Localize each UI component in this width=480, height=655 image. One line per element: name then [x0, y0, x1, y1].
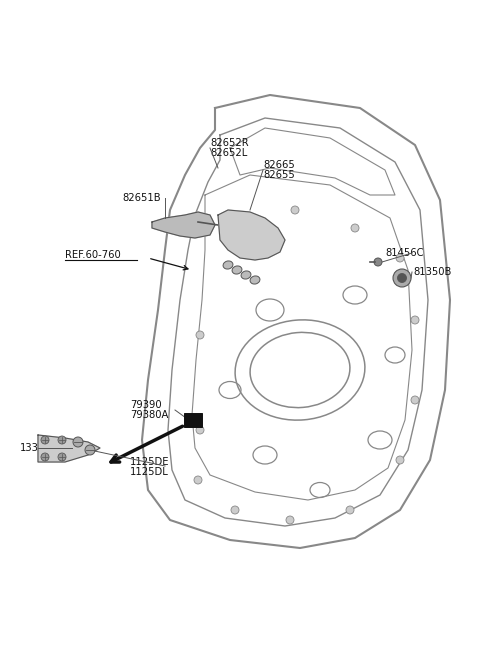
Circle shape	[196, 331, 204, 339]
Text: 81456C: 81456C	[385, 248, 423, 258]
Ellipse shape	[241, 271, 251, 279]
Circle shape	[393, 269, 411, 287]
Circle shape	[346, 506, 354, 514]
Text: 82655: 82655	[263, 170, 295, 180]
Circle shape	[41, 453, 49, 461]
Circle shape	[396, 456, 404, 464]
Polygon shape	[38, 435, 100, 462]
Ellipse shape	[232, 266, 242, 274]
Text: 1339CC: 1339CC	[20, 443, 59, 453]
Text: 82651B: 82651B	[122, 193, 161, 203]
FancyBboxPatch shape	[184, 413, 202, 427]
Text: 1125DE: 1125DE	[130, 457, 169, 467]
Circle shape	[196, 426, 204, 434]
Circle shape	[194, 476, 202, 484]
Circle shape	[374, 258, 382, 266]
Text: 79380A: 79380A	[130, 410, 168, 420]
Circle shape	[236, 226, 244, 234]
Polygon shape	[218, 210, 285, 260]
Circle shape	[397, 274, 407, 282]
Circle shape	[41, 436, 49, 444]
Circle shape	[231, 506, 239, 514]
Text: 82652L: 82652L	[210, 148, 247, 158]
Circle shape	[58, 453, 66, 461]
Text: 81350B: 81350B	[413, 267, 451, 277]
Ellipse shape	[223, 261, 233, 269]
Circle shape	[58, 436, 66, 444]
Circle shape	[85, 445, 95, 455]
Text: 1125DL: 1125DL	[130, 467, 169, 477]
Circle shape	[291, 206, 299, 214]
Circle shape	[411, 316, 419, 324]
Circle shape	[351, 224, 359, 232]
Circle shape	[411, 396, 419, 404]
Text: 82652R: 82652R	[210, 138, 249, 148]
Circle shape	[286, 516, 294, 524]
Ellipse shape	[250, 276, 260, 284]
Text: 82665: 82665	[263, 160, 295, 170]
Circle shape	[396, 254, 404, 262]
Circle shape	[73, 437, 83, 447]
Text: 79390: 79390	[130, 400, 162, 410]
Text: REF.60-760: REF.60-760	[65, 250, 121, 260]
Polygon shape	[152, 212, 215, 238]
